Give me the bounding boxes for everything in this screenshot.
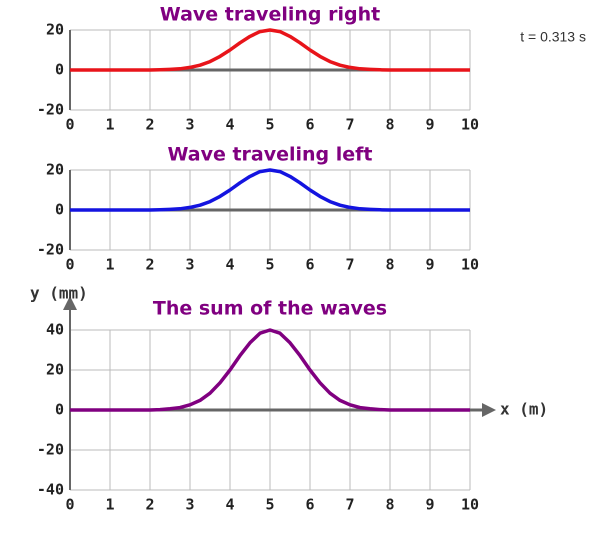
x-tick-label: 10 xyxy=(461,496,479,514)
x-tick-label: 8 xyxy=(385,256,394,274)
x-tick-label: 7 xyxy=(345,116,354,134)
x-tick-label: 6 xyxy=(305,256,314,274)
y-tick-label: 20 xyxy=(46,361,64,379)
x-tick-label: 5 xyxy=(265,116,274,134)
y-tick-label: -20 xyxy=(37,241,64,259)
y-tick-label: 0 xyxy=(55,61,64,79)
x-tick-label: 4 xyxy=(225,256,234,274)
y-tick-label: -20 xyxy=(37,101,64,119)
x-tick-label: 6 xyxy=(305,496,314,514)
x-tick-label: 0 xyxy=(65,496,74,514)
x-tick-label: 8 xyxy=(385,116,394,134)
x-tick-label: 2 xyxy=(145,496,154,514)
wave-line xyxy=(70,328,470,412)
x-tick-label: 10 xyxy=(461,116,479,134)
x-tick-label: 4 xyxy=(225,496,234,514)
wave-line xyxy=(70,28,470,72)
chart-title: Wave traveling right xyxy=(160,4,380,26)
y-tick-label: 20 xyxy=(46,161,64,179)
x-axis-label: x (m) xyxy=(500,400,548,419)
x-tick-label: 9 xyxy=(425,116,434,134)
x-tick-label: 1 xyxy=(105,256,114,274)
x-tick-label: 3 xyxy=(185,256,194,274)
x-tick-label: 7 xyxy=(345,256,354,274)
x-tick-label: 5 xyxy=(265,256,274,274)
x-tick-label: 3 xyxy=(185,496,194,514)
chart-title: Wave traveling left xyxy=(167,144,372,166)
y-tick-label: 0 xyxy=(55,201,64,219)
y-arrow xyxy=(63,296,77,310)
y-tick-label: 40 xyxy=(46,321,64,339)
y-axis-label: y (mm) xyxy=(30,284,88,303)
x-tick-label: 4 xyxy=(225,116,234,134)
y-tick-label: 0 xyxy=(55,401,64,419)
y-tick-label: -20 xyxy=(37,441,64,459)
x-arrow xyxy=(482,403,496,417)
x-tick-label: 1 xyxy=(105,496,114,514)
x-tick-label: 0 xyxy=(65,256,74,274)
x-tick-label: 3 xyxy=(185,116,194,134)
wave-line xyxy=(70,168,470,212)
x-tick-label: 2 xyxy=(145,256,154,274)
x-tick-label: 10 xyxy=(461,256,479,274)
y-tick-label: 20 xyxy=(46,21,64,39)
x-tick-label: 9 xyxy=(425,496,434,514)
x-tick-label: 8 xyxy=(385,496,394,514)
x-tick-label: 2 xyxy=(145,116,154,134)
x-tick-label: 7 xyxy=(345,496,354,514)
y-tick-label: -40 xyxy=(37,481,64,499)
x-tick-label: 1 xyxy=(105,116,114,134)
x-tick-label: 6 xyxy=(305,116,314,134)
x-tick-label: 0 xyxy=(65,116,74,134)
time-annotation: t = 0.313 s xyxy=(520,29,586,45)
chart-title: The sum of the waves xyxy=(153,298,387,320)
x-tick-label: 9 xyxy=(425,256,434,274)
x-tick-label: 5 xyxy=(265,496,274,514)
